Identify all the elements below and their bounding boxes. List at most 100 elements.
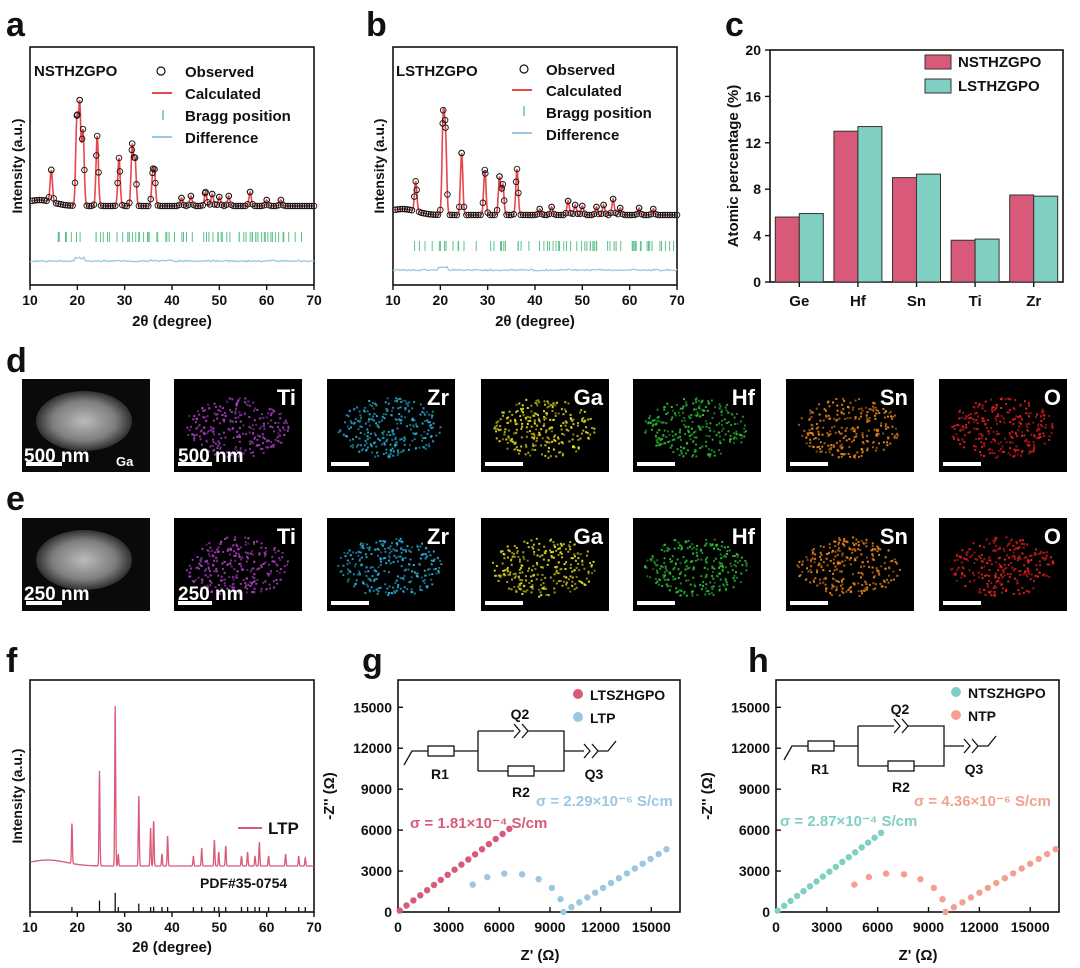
map-background [174, 518, 302, 611]
x-tick-label: 20 [433, 292, 449, 308]
map-pixel [674, 433, 677, 436]
observed-point [291, 202, 299, 210]
map-pixel [1013, 556, 1016, 559]
map-pixel [691, 547, 694, 550]
map-pixel [261, 447, 264, 450]
map-pixel [797, 423, 800, 426]
observed-point [244, 200, 251, 208]
map-pixel [359, 431, 362, 434]
map-pixel [264, 554, 267, 556]
map-pixel [353, 421, 356, 424]
data-point-sample [793, 892, 801, 900]
map-pixel [507, 556, 509, 559]
map-pixel [965, 558, 968, 561]
map-pixel [736, 556, 739, 559]
map-pixel [854, 549, 857, 552]
map-pixel [717, 431, 720, 434]
map-pixel [574, 555, 576, 558]
observed-point [192, 202, 199, 210]
map-pixel [719, 442, 722, 445]
map-pixel [862, 442, 865, 445]
map-pixel [538, 588, 541, 591]
map-pixel [385, 448, 388, 451]
map-pixel [541, 587, 544, 590]
map-pixel [733, 579, 736, 582]
map-pixel [731, 569, 734, 572]
map-pixel [663, 557, 666, 560]
map-pixel [265, 440, 268, 443]
map-pixel [242, 432, 244, 435]
map-pixel [1015, 449, 1018, 452]
map-pixel [1023, 556, 1026, 559]
observed-point [251, 202, 259, 210]
map-pixel [358, 420, 361, 423]
map-pixel [671, 416, 674, 419]
data-point-reference [469, 881, 476, 888]
map-pixel [988, 542, 991, 545]
y-tick-label: 8 [753, 181, 761, 197]
map-pixel [723, 554, 726, 557]
map-pixel [715, 434, 718, 437]
map-pixel [688, 545, 691, 548]
eds-map-zr: Zr [327, 379, 455, 472]
x-tick-label: 70 [306, 292, 322, 308]
map-pixel [222, 550, 225, 553]
data-point-sample [787, 897, 794, 905]
map-pixel [851, 551, 854, 554]
map-pixel [994, 536, 997, 539]
map-pixel [420, 576, 423, 579]
map-pixel [694, 559, 697, 562]
map-pixel [860, 572, 863, 574]
map-pixel [687, 567, 690, 570]
map-pixel [1044, 426, 1047, 429]
map-pixel [651, 428, 653, 431]
map-pixel [980, 454, 983, 456]
map-pixel [1046, 551, 1049, 554]
map-pixel [400, 565, 403, 568]
map-pixel [695, 455, 698, 458]
map-pixel [1016, 559, 1019, 562]
map-pixel [200, 586, 203, 589]
map-pixel [386, 410, 389, 413]
map-pixel [680, 438, 682, 441]
map-pixel [723, 584, 726, 587]
map-pixel [580, 409, 583, 412]
map-pixel [1019, 558, 1022, 561]
observed-point [586, 211, 593, 219]
map-pixel [552, 402, 555, 405]
map-pixel [234, 447, 237, 450]
map-pixel [830, 594, 833, 596]
map-pixel [999, 574, 1002, 577]
map-pixel [238, 556, 241, 558]
map-pixel [891, 433, 894, 436]
map-pixel [368, 590, 371, 593]
map-pixel [976, 558, 979, 561]
map-pixel [399, 406, 402, 409]
map-pixel [1009, 398, 1012, 401]
map-pixel [201, 579, 204, 582]
map-pixel [365, 575, 368, 577]
map-pixel [713, 538, 716, 541]
r2-resistor [887, 760, 915, 772]
data-point-sample [781, 902, 788, 909]
map-pixel [668, 548, 671, 551]
map-pixel [981, 419, 984, 422]
map-pixel [861, 409, 864, 412]
map-pixel [649, 415, 652, 417]
map-pixel [819, 450, 822, 453]
map-pixel [563, 575, 566, 578]
map-pixel [663, 543, 666, 546]
map-pixel [405, 402, 408, 405]
map-pixel [521, 571, 524, 574]
observed-point [263, 196, 270, 204]
map-pixel [217, 409, 220, 412]
map-pixel [696, 545, 699, 547]
map-pixel [389, 443, 392, 446]
map-pixel [201, 407, 204, 409]
map-pixel [877, 571, 880, 574]
map-pixel [560, 408, 563, 411]
panel-a-frame [29, 46, 315, 286]
map-pixel [238, 397, 241, 400]
map-pixel [503, 431, 506, 433]
map-pixel [662, 442, 665, 445]
